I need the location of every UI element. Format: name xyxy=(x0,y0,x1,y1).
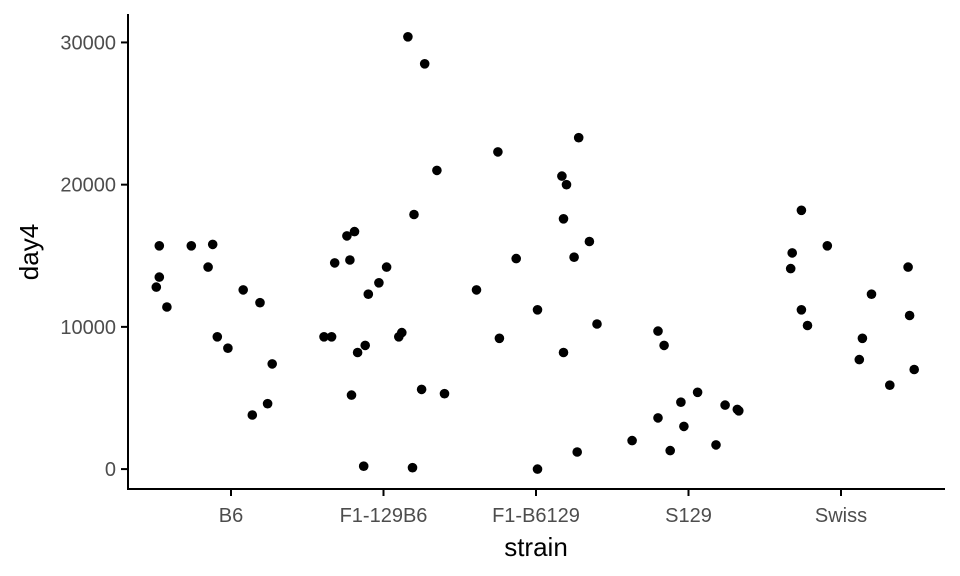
data-point xyxy=(493,147,503,157)
data-point xyxy=(212,332,223,342)
data-point xyxy=(558,214,569,224)
data-point xyxy=(857,333,868,344)
data-point xyxy=(329,258,340,268)
data-point xyxy=(653,326,663,336)
data-point xyxy=(796,205,807,216)
x-tick-label: Swiss xyxy=(815,505,867,527)
data-point xyxy=(326,332,337,342)
data-point xyxy=(909,364,919,375)
data-point xyxy=(397,327,407,338)
data-point xyxy=(511,253,521,264)
data-point xyxy=(255,297,265,308)
data-point xyxy=(692,387,703,398)
x-axis: B6 F1-129B6 F1-B6129 S129 Swiss xyxy=(127,488,945,527)
y-tick-label: 0 xyxy=(105,459,116,481)
data-point xyxy=(720,400,730,410)
data-point xyxy=(676,397,686,408)
data-point xyxy=(572,447,582,457)
data-point xyxy=(653,413,663,423)
data-point xyxy=(363,289,374,300)
data-point xyxy=(381,262,392,272)
data-point xyxy=(569,252,579,262)
data-point xyxy=(247,410,258,420)
data-point xyxy=(885,380,895,391)
data-point xyxy=(207,239,218,250)
data-point xyxy=(854,354,865,365)
data-point xyxy=(584,236,595,247)
data-point xyxy=(904,310,915,321)
data-point xyxy=(822,241,833,251)
data-point xyxy=(238,285,248,295)
data-point xyxy=(416,384,427,395)
data-point xyxy=(561,179,572,190)
data-point xyxy=(267,359,278,369)
data-point xyxy=(154,241,165,251)
x-tick-label: S129 xyxy=(665,505,712,527)
data-point xyxy=(345,255,355,265)
data-point xyxy=(186,241,197,251)
data-point xyxy=(903,262,913,272)
data-point xyxy=(151,282,162,292)
y-axis: 0 10000 20000 30000 xyxy=(60,14,129,489)
data-point xyxy=(407,462,418,473)
plot-area xyxy=(151,32,919,474)
data-point xyxy=(223,343,233,354)
y-tick-label: 10000 xyxy=(60,317,116,339)
data-point xyxy=(592,319,602,329)
data-point xyxy=(494,333,505,344)
data-point xyxy=(203,262,213,272)
data-point xyxy=(532,305,543,315)
data-point xyxy=(439,388,450,399)
data-point xyxy=(349,226,360,237)
data-point xyxy=(403,32,413,42)
data-point xyxy=(627,435,637,446)
data-point xyxy=(262,398,273,409)
data-point xyxy=(573,132,584,143)
data-point xyxy=(802,320,813,331)
y-tick-label: 20000 xyxy=(60,175,116,197)
y-axis-title: day4 xyxy=(14,224,44,280)
data-point xyxy=(352,347,363,358)
x-tick-label: F1-129B6 xyxy=(340,505,428,527)
data-point xyxy=(711,440,721,450)
data-point xyxy=(358,461,369,472)
data-point xyxy=(866,289,877,300)
data-point xyxy=(557,171,567,181)
x-axis-title: strain xyxy=(504,532,568,562)
data-point xyxy=(734,406,744,416)
data-point xyxy=(409,209,419,220)
data-point xyxy=(532,464,543,474)
data-point xyxy=(665,445,675,456)
data-point xyxy=(374,278,384,288)
x-tick-label: F1-B6129 xyxy=(492,505,580,527)
data-point xyxy=(659,340,669,351)
data-point xyxy=(319,332,329,342)
data-point xyxy=(154,272,165,282)
data-point xyxy=(419,59,430,69)
data-point xyxy=(432,165,442,176)
data-point xyxy=(679,421,689,432)
data-point xyxy=(162,302,172,312)
data-point xyxy=(346,390,357,400)
data-point xyxy=(796,305,807,315)
data-point xyxy=(787,248,797,258)
data-point xyxy=(342,231,352,241)
data-point xyxy=(360,340,371,351)
data-point xyxy=(558,347,569,358)
data-point xyxy=(785,263,796,274)
data-point xyxy=(471,285,482,295)
y-tick-label: 30000 xyxy=(60,32,116,54)
x-tick-label: B6 xyxy=(219,505,243,527)
